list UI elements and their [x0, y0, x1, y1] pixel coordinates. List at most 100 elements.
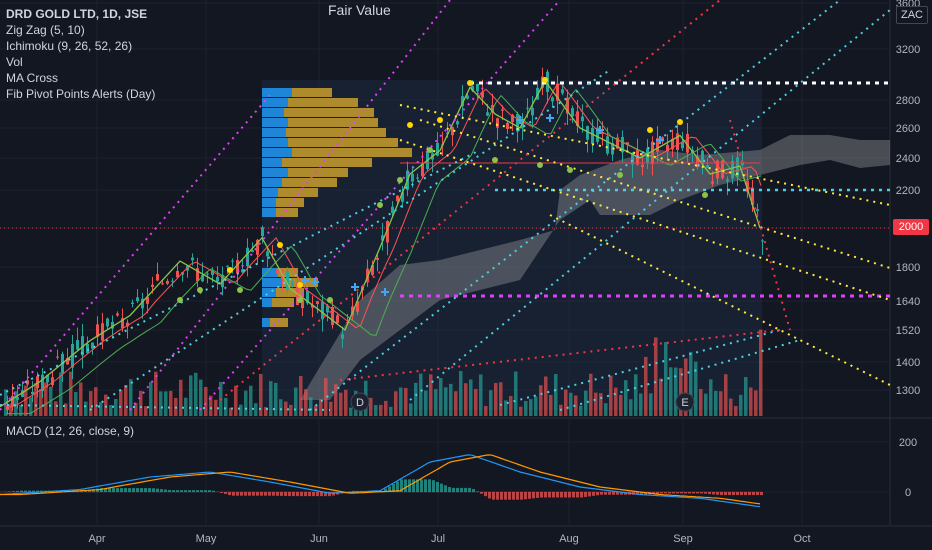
candle-body	[136, 297, 139, 302]
volume-bar	[349, 407, 353, 416]
macd-histogram-bar	[304, 492, 307, 497]
candle-body	[451, 127, 454, 136]
macd-histogram-bar	[232, 492, 235, 496]
volume-profile-bar	[262, 128, 286, 137]
macd-histogram-bar	[544, 492, 547, 498]
signal-dot	[542, 77, 548, 83]
macd-histogram-bar	[448, 487, 451, 492]
volume-bar	[334, 384, 338, 416]
cross-marker	[381, 288, 389, 296]
indicator-zigzag[interactable]: Zig Zag (5, 10)	[6, 23, 85, 37]
macd-histogram-bar	[708, 492, 711, 495]
macd-histogram-bar	[264, 492, 267, 496]
symbol-label[interactable]: DRD GOLD LTD, 1D, JSE	[6, 7, 148, 21]
volume-bar	[709, 379, 713, 416]
candle-body	[301, 299, 304, 309]
signal-dot	[177, 297, 183, 303]
volume-bar	[289, 404, 293, 416]
candle-body	[391, 206, 394, 214]
cross-marker	[516, 116, 524, 124]
candle-body	[631, 152, 634, 165]
volume-profile-bar	[262, 278, 282, 287]
volume-bar	[309, 397, 313, 416]
candle-body	[241, 269, 244, 273]
macd-histogram-bar	[168, 489, 171, 492]
indicator-ichimoku[interactable]: Ichimoku (9, 26, 52, 26)	[6, 39, 133, 53]
macd-histogram-bar	[260, 492, 263, 496]
signal-dot	[702, 192, 708, 198]
candle-body	[546, 71, 549, 93]
volume-bar	[159, 391, 163, 416]
macd-histogram-bar	[128, 488, 131, 492]
candle-body	[196, 268, 199, 282]
price-tick-label: 2200	[896, 185, 920, 197]
macd-histogram-bar	[588, 492, 591, 497]
candle-body	[386, 221, 389, 243]
volume-bar	[339, 392, 343, 416]
volume-profile-bar	[262, 208, 276, 217]
volume-bar	[529, 399, 533, 416]
indicator-ma-cross[interactable]: MA Cross	[6, 71, 59, 85]
macd-label[interactable]: MACD (12, 26, close, 9)	[6, 424, 135, 438]
volume-bar	[724, 374, 728, 416]
macd-histogram-bar	[556, 492, 559, 498]
time-tick-label: Aug	[559, 533, 579, 545]
candle-body	[561, 89, 564, 94]
trend-line	[129, 0, 451, 411]
volume-bar	[74, 392, 78, 416]
macd-histogram-bar	[716, 492, 719, 495]
macd-histogram-bar	[400, 479, 403, 492]
volume-bar	[549, 394, 553, 416]
candle-body	[611, 143, 614, 155]
macd-histogram-bar	[552, 492, 555, 498]
candle-body	[161, 283, 164, 285]
volume-bar	[34, 383, 38, 416]
indicator-fib-pivot[interactable]: Fib Pivot Points Alerts (Day)	[6, 87, 156, 101]
candle-body	[116, 313, 119, 316]
volume-bar	[564, 389, 568, 416]
macd-histogram-bar	[476, 491, 479, 492]
volume-profile-bar	[292, 88, 332, 97]
currency-badge[interactable]: ZAC	[896, 6, 928, 24]
macd-histogram-bar	[240, 492, 243, 496]
indicator-vol[interactable]: Vol	[6, 55, 23, 69]
macd-histogram-bar	[520, 492, 523, 500]
macd-line	[0, 454, 761, 508]
volume-bar	[464, 383, 468, 416]
candle-body	[571, 108, 574, 117]
volume-bar	[369, 397, 373, 416]
candle-body	[101, 323, 104, 341]
volume-bar	[224, 397, 228, 416]
volume-profile-bar	[262, 98, 288, 107]
macd-histogram-bar	[416, 479, 419, 492]
macd-histogram-bar	[204, 490, 207, 492]
volume-profile-bar	[262, 178, 282, 187]
candle-body	[626, 142, 629, 145]
macd-histogram-bar	[456, 487, 459, 492]
volume-bar	[179, 379, 183, 416]
macd-histogram-bar	[236, 492, 239, 496]
candle-body	[686, 134, 689, 153]
volume-bar	[199, 379, 203, 416]
macd-histogram-bar	[296, 492, 299, 497]
macd-histogram-bar	[100, 488, 103, 492]
macd-histogram-bar	[192, 490, 195, 492]
candle-body	[201, 275, 204, 282]
price-tick-label: 1520	[896, 325, 920, 337]
volume-profile-bar	[262, 158, 282, 167]
macd-histogram-bar	[584, 492, 587, 497]
macd-histogram-bar	[652, 492, 655, 494]
volume-bar	[304, 389, 308, 416]
macd-histogram-bar	[444, 485, 447, 492]
signal-dot	[492, 157, 498, 163]
macd-histogram-bar	[572, 492, 575, 498]
macd-histogram-bar	[696, 492, 699, 494]
macd-histogram-bar	[656, 492, 659, 494]
candle-body	[46, 374, 49, 383]
volume-bar	[404, 387, 408, 416]
signal-dot	[617, 172, 623, 178]
price-tick-label: 2400	[896, 153, 920, 165]
volume-bar	[69, 371, 73, 416]
macd-histogram-bar	[268, 492, 271, 496]
